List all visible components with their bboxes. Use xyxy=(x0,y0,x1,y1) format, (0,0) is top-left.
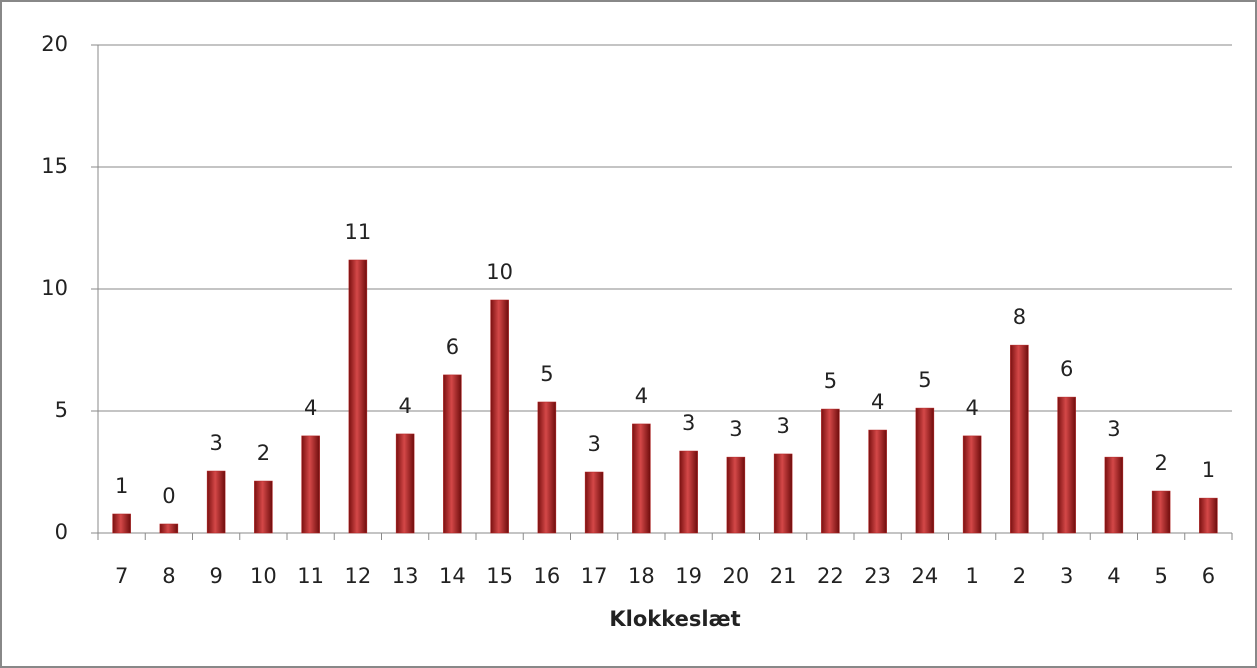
x-tick-label: 16 xyxy=(534,564,561,588)
x-tick-label: 22 xyxy=(817,564,844,588)
data-label: 4 xyxy=(965,396,978,420)
y-tick-label: 10 xyxy=(41,276,68,300)
bar xyxy=(868,429,887,534)
x-tick-label: 2 xyxy=(1013,564,1026,588)
data-label: 3 xyxy=(776,414,789,438)
data-label: 2 xyxy=(257,441,270,465)
data-label: 4 xyxy=(304,396,317,420)
bar xyxy=(1057,396,1076,534)
data-label: 3 xyxy=(682,411,695,435)
bar xyxy=(679,450,698,534)
x-tick-label: 13 xyxy=(392,564,419,588)
data-label: 1 xyxy=(115,474,128,498)
x-tick-label: 4 xyxy=(1107,564,1120,588)
bar xyxy=(1151,490,1171,534)
x-tick-label: 1 xyxy=(965,564,978,588)
bar xyxy=(490,299,509,534)
bar xyxy=(112,513,131,534)
bar xyxy=(821,408,840,534)
bar xyxy=(915,407,935,534)
data-label: 6 xyxy=(446,335,459,359)
data-label: 4 xyxy=(635,384,648,408)
bar xyxy=(301,435,320,534)
bar xyxy=(254,480,273,534)
data-label: 8 xyxy=(1013,305,1026,329)
x-tick-label: 3 xyxy=(1060,564,1073,588)
data-label: 5 xyxy=(918,368,931,392)
data-label: 3 xyxy=(729,417,742,441)
bar xyxy=(159,523,179,534)
bar xyxy=(773,453,793,534)
data-label: 11 xyxy=(345,220,372,244)
data-label: 10 xyxy=(486,260,513,284)
bar xyxy=(1104,456,1124,534)
bar xyxy=(632,423,651,534)
x-tick-label: 8 xyxy=(162,564,175,588)
x-tick-label: 21 xyxy=(770,564,797,588)
bar xyxy=(726,456,746,534)
x-tick-label: 11 xyxy=(297,564,324,588)
x-tick-label: 24 xyxy=(912,564,939,588)
y-tick-label: 15 xyxy=(41,154,68,178)
x-tick-label: 15 xyxy=(486,564,513,588)
x-tick-label: 19 xyxy=(675,564,702,588)
data-label: 4 xyxy=(398,394,411,418)
x-tick-label: 18 xyxy=(628,564,655,588)
data-label: 3 xyxy=(587,432,600,456)
bar xyxy=(584,471,604,534)
x-tick-label: 7 xyxy=(115,564,128,588)
data-label: 6 xyxy=(1060,357,1073,381)
x-tick-label: 14 xyxy=(439,564,466,588)
y-tick-label: 0 xyxy=(55,520,68,544)
x-tick-label: 10 xyxy=(250,564,277,588)
data-label: 3 xyxy=(209,431,222,455)
data-label: 1 xyxy=(1202,458,1215,482)
x-tick-label: 9 xyxy=(209,564,222,588)
x-tick-label: 17 xyxy=(581,564,608,588)
bar xyxy=(395,433,415,534)
bar xyxy=(537,401,557,534)
x-tick-label: 6 xyxy=(1202,564,1215,588)
bar xyxy=(206,470,226,534)
y-tick-label: 5 xyxy=(55,398,68,422)
data-label: 5 xyxy=(540,362,553,386)
bar xyxy=(1010,344,1029,534)
x-tick-label: 23 xyxy=(864,564,891,588)
bar xyxy=(348,259,368,534)
x-tick-label: 12 xyxy=(345,564,372,588)
x-tick-label: 20 xyxy=(723,564,750,588)
bar xyxy=(962,435,982,534)
data-label: 5 xyxy=(824,369,837,393)
data-label: 3 xyxy=(1107,417,1120,441)
x-tick-label: 5 xyxy=(1154,564,1167,588)
data-label: 0 xyxy=(162,484,175,508)
bar xyxy=(443,374,462,534)
data-label: 2 xyxy=(1154,451,1167,475)
bar xyxy=(1199,497,1218,534)
x-axis-label: Klokkeslæt xyxy=(609,607,740,631)
y-tick-label: 20 xyxy=(41,32,68,56)
data-label: 4 xyxy=(871,390,884,414)
